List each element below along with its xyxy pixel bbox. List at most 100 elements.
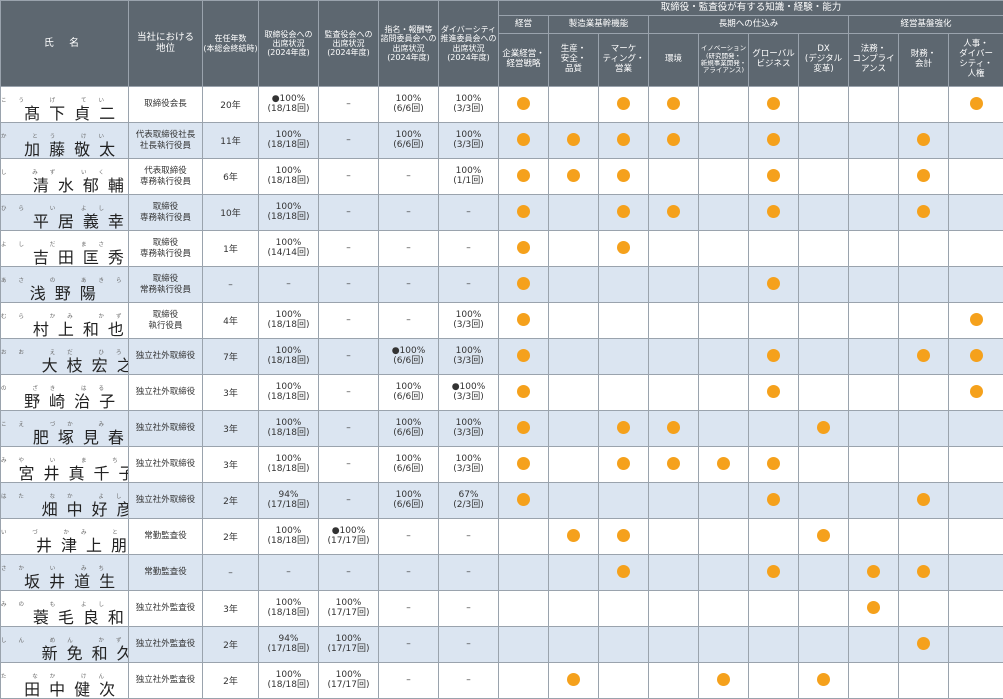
skill-cell — [499, 375, 549, 411]
tenure-cell: 3年 — [203, 447, 259, 483]
skill-dot-icon — [970, 313, 983, 326]
skill-dot-icon — [917, 169, 930, 182]
table-row: こう げ てい じ髙下貞二取締役会長20年●100% (18/18回)–100%… — [1, 87, 1003, 123]
skill-cell — [549, 231, 599, 267]
skill-cell — [949, 339, 1003, 375]
skill-cell — [749, 411, 799, 447]
skill-cell — [549, 87, 599, 123]
skill-dot-icon — [617, 241, 630, 254]
group-management: 経営 — [499, 16, 549, 34]
board-attendance-cell: 100% (18/18回) — [259, 663, 319, 699]
skill-cell — [949, 303, 1003, 339]
skill-cell — [499, 159, 549, 195]
position-cell: 独立社外取締役 — [129, 411, 203, 447]
person-name: 蓑毛良和 — [1, 610, 129, 626]
table-row: い づ かみ とも やす井津上朋保常勤監査役2年100% (18/18回)●10… — [1, 519, 1003, 555]
person-name: 髙下貞二 — [1, 106, 129, 122]
skill-cell — [899, 123, 949, 159]
skill-dot-icon — [517, 457, 530, 470]
skill-cell — [699, 627, 749, 663]
skill-cell — [849, 447, 899, 483]
skill-cell — [899, 267, 949, 303]
skill-cell — [949, 483, 1003, 519]
nomination-attendance-cell: – — [379, 267, 439, 303]
skill-cell — [549, 339, 599, 375]
skill-cell — [949, 627, 1003, 663]
diversity-attendance-cell: 100% (3/3回) — [439, 87, 499, 123]
nomination-attendance-cell: – — [379, 231, 439, 267]
board-attendance-cell: 100% (18/18回) — [259, 339, 319, 375]
skill-cell — [599, 303, 649, 339]
table-row: の ざき はる こ野崎治子独立社外取締役3年100% (18/18回)–100%… — [1, 375, 1003, 411]
position-cell: 取締役 常務執行役員 — [129, 267, 203, 303]
skill-dot-icon — [617, 169, 630, 182]
skill-cell — [499, 519, 549, 555]
person-name: 大枝宏之 — [1, 358, 129, 374]
skill-header: 生産・ 安全・ 品質 — [549, 34, 599, 87]
skill-dot-icon — [567, 133, 580, 146]
skill-cell — [799, 87, 849, 123]
header-tenure: 在任年数 (本総会終結時) — [203, 1, 259, 87]
skill-cell — [799, 447, 849, 483]
skill-dot-icon — [667, 133, 680, 146]
skill-header: 人事・ ダイバー シティ・ 人権 — [949, 34, 1003, 87]
skill-cell — [949, 519, 1003, 555]
skill-cell — [599, 555, 649, 591]
skill-dot-icon — [717, 673, 730, 686]
skill-cell — [799, 339, 849, 375]
skill-cell — [949, 87, 1003, 123]
audit-attendance-cell: – — [319, 87, 379, 123]
skill-cell — [699, 123, 749, 159]
skill-cell — [649, 411, 699, 447]
board-attendance-cell: ●100% (18/18回) — [259, 87, 319, 123]
position-cell: 独立社外取締役 — [129, 339, 203, 375]
skill-cell — [499, 447, 549, 483]
board-attendance-cell: 100% (18/18回) — [259, 519, 319, 555]
skill-cell — [849, 339, 899, 375]
board-attendance-cell: 94% (17/18回) — [259, 627, 319, 663]
audit-attendance-cell: 100% (17/17回) — [319, 627, 379, 663]
skill-cell — [649, 591, 699, 627]
skill-cell — [599, 195, 649, 231]
person-name: 吉田匡秀 — [1, 250, 129, 266]
name-cell: た なか けん じ田中健次 — [1, 663, 129, 699]
skill-cell — [949, 663, 1003, 699]
position-cell: 独立社外監査役 — [129, 627, 203, 663]
skill-cell — [849, 519, 899, 555]
tenure-cell: 3年 — [203, 375, 259, 411]
skill-dot-icon — [617, 205, 630, 218]
skill-cell — [599, 591, 649, 627]
skill-dot-icon — [767, 565, 780, 578]
skill-dot-icon — [767, 169, 780, 182]
tenure-cell: 7年 — [203, 339, 259, 375]
skill-cell — [799, 555, 849, 591]
diversity-attendance-cell: 67% (2/3回) — [439, 483, 499, 519]
skill-cell — [549, 303, 599, 339]
nomination-attendance-cell: 100% (6/6回) — [379, 483, 439, 519]
skill-cell — [749, 591, 799, 627]
table-row: しん めん かず ひさ新免和久独立社外監査役2年94% (17/18回)100%… — [1, 627, 1003, 663]
audit-attendance-cell: – — [319, 159, 379, 195]
board-attendance-cell: 100% (18/18回) — [259, 303, 319, 339]
skill-cell — [549, 411, 599, 447]
skill-dot-icon — [517, 241, 530, 254]
skill-cell — [949, 591, 1003, 627]
position-cell: 代表取締役 専務執行役員 — [129, 159, 203, 195]
skill-dot-icon — [767, 457, 780, 470]
audit-attendance-cell: – — [319, 303, 379, 339]
skill-cell — [749, 519, 799, 555]
skill-dot-icon — [617, 529, 630, 542]
name-cell: こう げ てい じ髙下貞二 — [1, 87, 129, 123]
audit-attendance-cell: – — [319, 339, 379, 375]
audit-attendance-cell: – — [319, 555, 379, 591]
skill-cell — [899, 627, 949, 663]
name-cell: こえ づか み はる肥塚見春 — [1, 411, 129, 447]
skill-cell — [949, 375, 1003, 411]
skill-dot-icon — [517, 133, 530, 146]
skill-cell — [599, 339, 649, 375]
skill-dot-icon — [917, 349, 930, 362]
skill-cell — [599, 483, 649, 519]
skill-dot-icon — [517, 349, 530, 362]
nomination-attendance-cell: – — [379, 591, 439, 627]
